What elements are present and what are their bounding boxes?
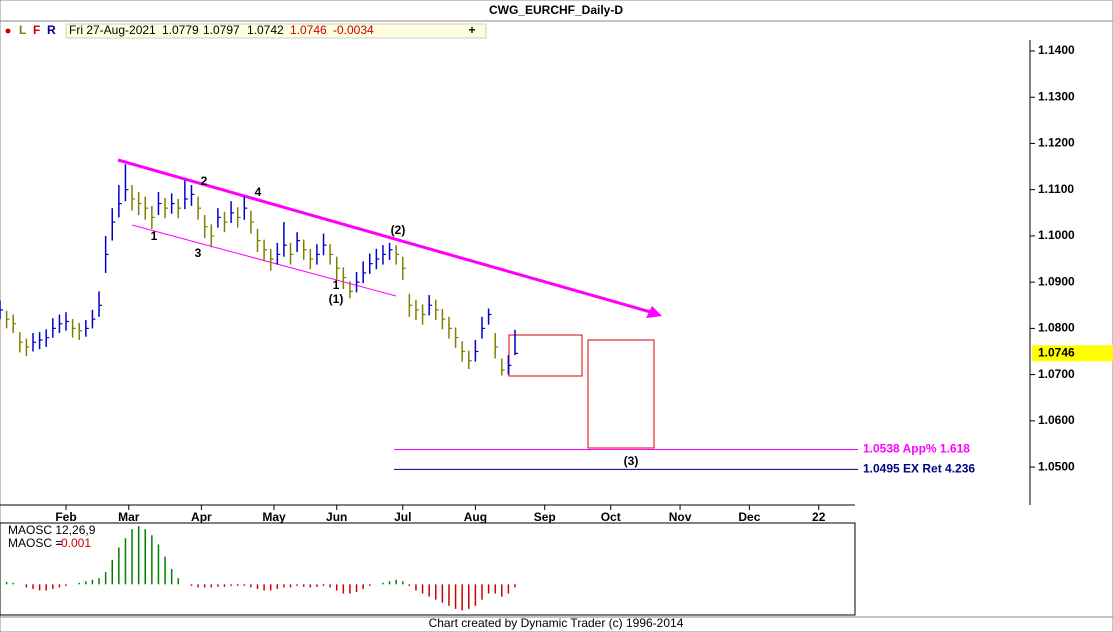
info-date: Fri 27-Aug-2021 (69, 23, 156, 37)
x-tick-label: Jul (394, 510, 411, 524)
wave-label: (2) (391, 223, 406, 237)
wave-label: 2 (201, 174, 208, 188)
x-tick-label: Feb (55, 510, 76, 524)
wave-label: 4 (255, 185, 262, 199)
y-tick-label: 1.1300 (1038, 89, 1075, 103)
indicator-name: MAOSC 12,26,9 (8, 523, 96, 537)
x-tick-label: Oct (601, 510, 621, 524)
chart-title: CWG_EURCHF_Daily-D (489, 3, 623, 17)
indicator-value-label: MAOSC = (8, 536, 62, 550)
y-tick-label: 1.0700 (1038, 367, 1075, 381)
wave-label: (1) (329, 292, 344, 306)
x-tick-label: Nov (669, 510, 692, 524)
info-low: 1.0742 (247, 23, 284, 37)
y-tick-label: 1.0500 (1038, 459, 1075, 473)
crosshair-icon[interactable]: + (468, 23, 475, 37)
x-tick-label: Dec (738, 510, 760, 524)
y-tick-label: 1.1000 (1038, 228, 1075, 242)
info-close: 1.0746 (290, 23, 327, 37)
footer: Chart created by Dynamic Trader (c) 1996… (429, 616, 684, 630)
y-tick-label: 1.0600 (1038, 413, 1075, 427)
indicator-value: -0.001 (57, 536, 91, 550)
status-dot (5, 28, 11, 34)
x-tick-label: Mar (118, 510, 140, 524)
toolbar-f[interactable]: F (33, 23, 40, 37)
wave-label: 1 (333, 278, 340, 292)
last-price-label: 1.0746 (1038, 346, 1075, 360)
x-tick-label: Jun (326, 510, 347, 524)
wave-label: 3 (195, 246, 202, 260)
toolbar-r[interactable]: R (47, 23, 56, 37)
y-tick-label: 1.1100 (1038, 182, 1074, 196)
y-tick-label: 1.0800 (1038, 321, 1075, 335)
level-label: 1.0495 EX Ret 4.236 (863, 462, 975, 476)
y-tick-label: 1.1200 (1038, 136, 1075, 150)
y-tick-label: 1.0900 (1038, 274, 1075, 288)
info-bar (65, 23, 487, 39)
last-price-tag (1032, 345, 1113, 362)
info-high: 1.0797 (203, 23, 240, 37)
x-tick-label: Aug (464, 510, 487, 524)
level-label: 1.0538 App% 1.618 (863, 442, 970, 456)
time-box (587, 339, 655, 449)
info-change: -0.0034 (333, 23, 374, 37)
x-tick-label: Sep (534, 510, 556, 524)
wave-label: (3) (624, 454, 639, 468)
x-tick-label: May (262, 510, 286, 524)
indicator-pane (0, 522, 856, 616)
x-tick-label: 22 (812, 510, 826, 524)
trend-line (117, 158, 655, 315)
x-tick-label: Apr (191, 510, 212, 524)
toolbar-l[interactable]: L (19, 23, 26, 37)
trend-arrow (646, 306, 662, 318)
info-open: 1.0779 (162, 23, 199, 37)
y-tick-label: 1.1400 (1038, 43, 1075, 57)
wave-label: 1 (151, 229, 158, 243)
